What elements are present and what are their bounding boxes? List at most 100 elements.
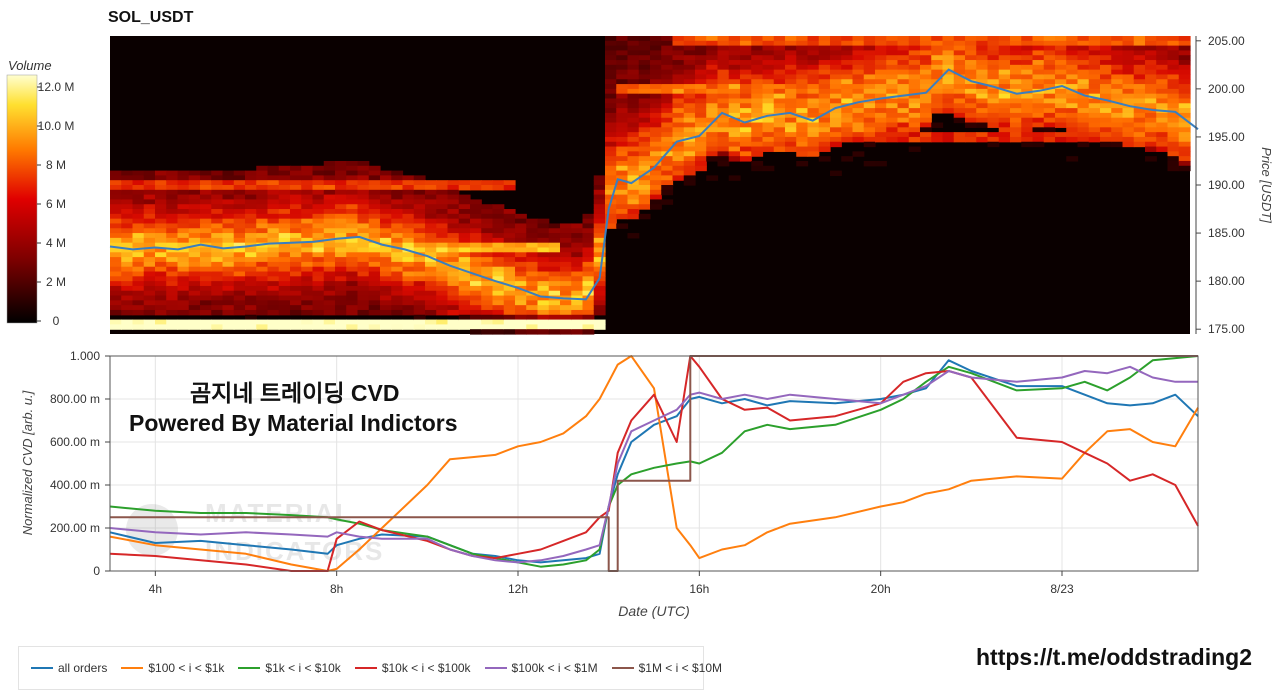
legend-item[interactable]: all orders: [31, 661, 107, 675]
heatmap-cell: [728, 50, 741, 56]
heatmap-cell: [481, 228, 494, 234]
heatmap-cell: [1133, 136, 1146, 143]
legend-item[interactable]: $100k < i < $1M: [484, 661, 598, 675]
heatmap-cell: [267, 300, 280, 306]
heatmap-cell: [560, 252, 572, 258]
heatmap-cell: [492, 237, 505, 244]
heatmap-cell: [200, 252, 212, 258]
heatmap-cell: [211, 300, 224, 306]
heatmap-cell: [920, 117, 932, 124]
heatmap-cell: [976, 98, 989, 104]
heatmap-cell: [987, 112, 1000, 119]
heatmap-cell: [380, 324, 392, 330]
heatmap-cell: [166, 237, 179, 244]
heatmap-cell: [548, 329, 561, 335]
heatmap-cell: [177, 247, 190, 253]
heatmap-cell: [368, 194, 381, 201]
heatmap-cell: [830, 93, 842, 100]
heatmap-cell: [1111, 93, 1124, 100]
legend-item[interactable]: $10k < i < $100k: [354, 661, 471, 675]
heatmap-cell: [481, 305, 494, 311]
heatmap-cell: [920, 103, 932, 109]
legend-label: $1k < i < $10k: [265, 661, 341, 675]
heatmap-cell: [796, 64, 809, 71]
heatmap-cell: [582, 257, 595, 263]
heatmap-cell: [627, 132, 640, 138]
heatmap-cell: [987, 60, 1000, 66]
heatmap-cell: [1021, 127, 1034, 133]
heatmap-cell: [818, 127, 831, 133]
heatmap-cell: [728, 88, 741, 95]
heatmap-cell: [301, 252, 314, 258]
legend-item[interactable]: $1k < i < $10k: [238, 661, 341, 675]
footer-url[interactable]: https://t.me/oddstrading2: [976, 644, 1252, 670]
heatmap-cell: [1088, 69, 1101, 76]
heatmap-cell: [200, 305, 212, 311]
heatmap-cell: [1145, 84, 1157, 90]
heatmap-cell: [458, 281, 471, 287]
heatmap-cell: [245, 237, 257, 244]
heatmap-cell: [942, 40, 955, 47]
heatmap-cell: [841, 122, 854, 128]
heatmap-cell: [683, 122, 696, 128]
heatmap-cell: [638, 194, 651, 201]
heatmap-cell: [335, 300, 347, 306]
heatmap-cell: [886, 40, 899, 47]
heatmap-cell: [875, 40, 887, 47]
heatmap-cell: [436, 319, 449, 325]
heatmap-cell: [830, 122, 842, 128]
heatmap-cell: [897, 88, 910, 95]
heatmap-cell: [481, 223, 494, 229]
heatmap-cell: [357, 228, 370, 234]
heatmap-cell: [1043, 136, 1056, 143]
heatmap-cell: [346, 290, 359, 297]
heatmap-cell: [661, 55, 674, 61]
heatmap-cell: [1010, 40, 1022, 47]
heatmap-cell: [380, 223, 392, 229]
heatmap-cell: [616, 79, 629, 85]
legend-item[interactable]: $1M < i < $10M: [611, 661, 722, 675]
heatmap-cell: [1066, 108, 1079, 114]
heatmap-cell: [526, 261, 539, 268]
heatmap-cell: [458, 199, 471, 205]
heatmap-cell: [290, 175, 302, 181]
heatmap-cell: [1021, 117, 1034, 124]
heatmap-cell: [661, 93, 674, 100]
heatmap-cell: [290, 271, 302, 277]
heatmap-cell: [155, 170, 167, 176]
heatmap-cell: [841, 127, 854, 133]
heatmap-cell: [785, 64, 797, 71]
heatmap-cell: [200, 185, 212, 191]
heatmap-cell: [762, 93, 775, 100]
heatmap-cell: [346, 218, 359, 225]
heatmap-cell: [897, 60, 910, 66]
heatmap-cell: [1111, 64, 1124, 71]
heatmap-cell: [188, 261, 201, 268]
heatmap-cell: [121, 204, 134, 210]
heatmap-cell: [447, 252, 460, 258]
heatmap-cell: [605, 165, 617, 172]
heatmap-cell: [942, 108, 955, 114]
heatmap-cell: [211, 204, 224, 210]
heatmap-cell: [695, 79, 707, 85]
heatmap-cell: [672, 141, 685, 148]
heatmap-cell: [278, 237, 291, 244]
heatmap-cell: [852, 84, 865, 90]
heatmap-cell: [1167, 45, 1180, 52]
heatmap-cell: [267, 170, 280, 176]
heatmap-cell: [560, 247, 572, 253]
heatmap-cell: [706, 45, 719, 52]
heatmap-cell: [402, 281, 415, 287]
heatmap-cell: [200, 233, 212, 239]
colorbar-gradient: [6, 74, 38, 324]
heatmap-cell: [312, 247, 325, 253]
heatmap-cell: [717, 112, 730, 119]
heatmap-cell: [121, 266, 134, 273]
heatmap-cell: [346, 309, 359, 316]
legend-item[interactable]: $100 < i < $1k: [121, 661, 224, 675]
heatmap-cell: [515, 242, 527, 249]
heatmap-cell: [1111, 69, 1124, 76]
heatmap-cell: [447, 266, 460, 273]
heatmap-cell: [278, 309, 291, 316]
heatmap-cell: [121, 285, 134, 292]
